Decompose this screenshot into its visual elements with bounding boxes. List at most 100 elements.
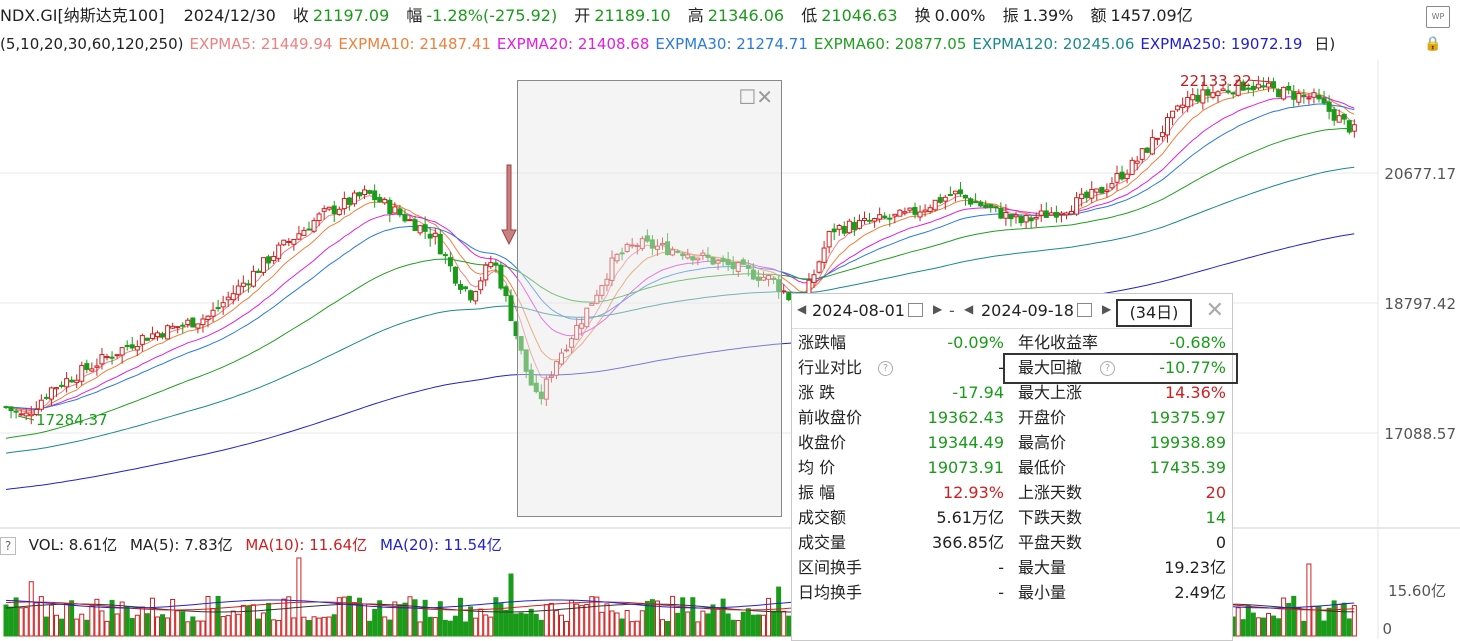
volume-bar [1260, 617, 1266, 637]
volume-bar [781, 610, 787, 637]
candle-body [240, 282, 246, 287]
wp-icon[interactable]: WP [1426, 6, 1450, 28]
volume-bar [54, 614, 59, 637]
volume-bar [1311, 605, 1317, 637]
candle-body [3, 406, 9, 409]
candle-body [28, 413, 34, 417]
ema-tail: 日) [1314, 35, 1336, 53]
prev-start-icon[interactable]: ◀ [797, 302, 807, 316]
candle-body [437, 233, 443, 255]
volume-bar [281, 598, 287, 637]
candle-body [685, 254, 691, 259]
volume-bar [518, 612, 524, 637]
candle-body [447, 257, 453, 267]
candle-body [740, 259, 746, 265]
volume-bar [725, 613, 731, 637]
stat-key: 收盘价 [798, 433, 847, 452]
candle-body [1281, 86, 1287, 100]
candle-body [1240, 81, 1246, 91]
volume-bar [155, 616, 160, 637]
candle-body [1306, 97, 1312, 100]
candle-body [720, 257, 726, 262]
candle-body [281, 239, 287, 246]
next-start-icon[interactable]: ▶ [933, 302, 943, 316]
candle-body [1028, 217, 1034, 222]
volume-bar [38, 596, 44, 637]
stat-key: 成交量 [798, 533, 847, 552]
volume-bar [750, 614, 756, 637]
stat-key: 上涨天数 [1018, 483, 1083, 502]
ema-params[interactable]: (5,10,20,30,60,120,250) [0, 35, 184, 53]
candle-body [382, 198, 388, 204]
vol-ma10: MA(10): 11.64亿 [245, 536, 368, 554]
stat-value: - [998, 583, 1004, 602]
lock-icon[interactable]: 🔒 [1424, 36, 1442, 52]
candle-body [276, 244, 282, 259]
stat-value: 19375.97 [1149, 408, 1226, 427]
volume-bar [584, 603, 590, 637]
candle-body [998, 207, 1004, 219]
candle-body [922, 209, 928, 213]
volume-bar [1296, 607, 1302, 637]
selection-close-icon[interactable]: ☐✕ [738, 85, 773, 109]
candle-body [1276, 89, 1282, 98]
volume-bar [422, 599, 428, 637]
candle-body [215, 307, 221, 310]
next-end-icon[interactable]: ▶ [1102, 302, 1112, 316]
stat-key: 均 价 [798, 458, 836, 477]
candle-body [13, 410, 19, 413]
candle-body [74, 379, 80, 383]
date-sep: - [949, 301, 955, 320]
prev-end-icon[interactable]: ◀ [964, 302, 974, 316]
candle-body [675, 250, 681, 253]
candle-body [1271, 81, 1277, 89]
volume-bar [351, 602, 357, 637]
volume-bar [1266, 612, 1271, 637]
candle-body [1326, 101, 1332, 112]
volume-bar [412, 599, 418, 637]
volume-bar [442, 619, 448, 637]
volume-bar [478, 608, 484, 637]
volume-bar [23, 607, 29, 637]
end-date[interactable]: 2024-09-18 [981, 300, 1092, 322]
stat-value: -0.68% [1169, 333, 1226, 352]
high-pointer [1247, 79, 1273, 83]
start-date[interactable]: 2024-08-01 [812, 300, 923, 322]
candle-body [296, 233, 302, 240]
volume-bar [286, 596, 292, 637]
volume-bar [215, 595, 221, 637]
calendar-icon[interactable] [907, 303, 923, 317]
candle-body [301, 229, 307, 236]
stats-row: 收盘价 19344.49 最高价 19938.89 [798, 430, 1230, 455]
candle-body [1089, 188, 1095, 199]
close-icon[interactable]: ✕ [1205, 298, 1224, 323]
candle-body [190, 317, 196, 328]
symbol-label[interactable]: NDX.GI[纳斯达克100] [0, 6, 165, 25]
volume-bar [210, 608, 216, 637]
volume-bar [660, 619, 665, 637]
volume-bar [1351, 605, 1357, 637]
stat-key: 最大上涨 [1018, 383, 1083, 402]
turnover-value: 0.00% [934, 6, 986, 25]
stat-value: 5.61万亿 [936, 508, 1004, 527]
ema-line-3 [5, 103, 1355, 410]
candle-body [351, 192, 357, 205]
volume-bar [771, 610, 777, 637]
ema-item-2: EXPMA20: 21408.68 [496, 35, 650, 53]
candle-body [185, 319, 191, 326]
help-icon[interactable]: ? [0, 537, 16, 555]
candle-body [781, 290, 787, 293]
candle-body [851, 221, 857, 231]
calendar-icon[interactable] [1076, 303, 1092, 317]
volume-bar [18, 607, 24, 637]
help-icon[interactable]: ? [878, 361, 893, 376]
candle-body [1144, 147, 1150, 153]
candle-body [498, 264, 504, 289]
help-icon[interactable]: ? [1100, 361, 1115, 376]
close-value: 21197.09 [312, 6, 390, 25]
vol-tick-label: 0 [1382, 620, 1392, 638]
range-selection-box[interactable]: ☐✕ [517, 80, 782, 517]
candle-body [523, 349, 529, 372]
volume-bar [266, 602, 272, 637]
volume-bar [261, 612, 267, 637]
